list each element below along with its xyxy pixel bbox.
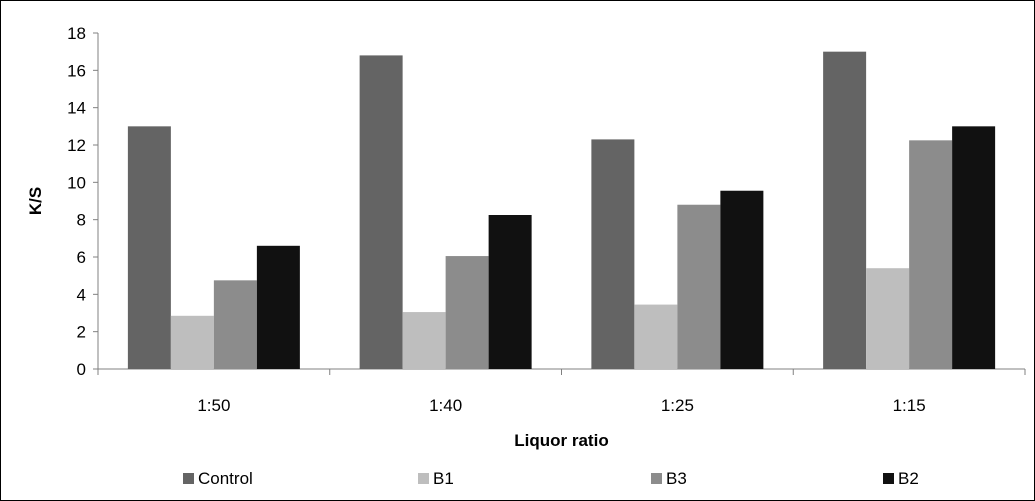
y-tick-label: 14 xyxy=(67,99,86,118)
legend-swatch xyxy=(883,473,894,484)
y-tick-label: 12 xyxy=(67,136,86,155)
bar-control-1-25 xyxy=(591,139,635,369)
bar-b2-1-15 xyxy=(952,126,996,369)
bar-b3-1-25 xyxy=(677,204,721,369)
y-tick-label: 8 xyxy=(77,211,86,230)
bar-b3-1-50 xyxy=(213,280,257,369)
x-tick-label: 1:40 xyxy=(429,396,462,415)
axes: 0 2 4 6 8 10 12 14 16 18 K/S 1:50 1:40 1:25 1:15 Liquor… xyxy=(26,24,1026,450)
bar-b3-1-40 xyxy=(445,256,489,369)
legend-swatch xyxy=(183,473,194,484)
legend-label: B3 xyxy=(666,469,687,488)
y-tick-label: 16 xyxy=(67,61,86,80)
y-tick-label: 2 xyxy=(77,323,86,342)
x-tick-label: 1:15 xyxy=(893,396,926,415)
y-tick-label: 4 xyxy=(77,285,86,304)
bar-b2-1-50 xyxy=(256,245,300,369)
x-axis-title: Liquor ratio xyxy=(514,431,608,450)
x-tick-label: 1:50 xyxy=(197,396,230,415)
bar-b1-1-50 xyxy=(170,315,214,369)
y-tick-label: 18 xyxy=(67,24,86,43)
bar-b2-1-40 xyxy=(488,215,532,369)
legend-label: Control xyxy=(198,469,253,488)
bar-control-1-15 xyxy=(823,51,867,370)
x-tick-label: 1:25 xyxy=(661,396,694,415)
y-tick-label: 6 xyxy=(77,248,86,267)
bar-control-1-50 xyxy=(127,126,171,369)
legend: Control B1 B3 B2 xyxy=(183,469,919,488)
bar-b1-1-15 xyxy=(866,268,910,369)
y-axis-title: K/S xyxy=(26,187,45,215)
bar-b2-1-25 xyxy=(720,190,764,369)
legend-swatch xyxy=(651,473,662,484)
y-tick-label: 0 xyxy=(77,360,86,379)
bar-control-1-40 xyxy=(359,55,403,370)
bars xyxy=(127,51,996,370)
bar-b3-1-15 xyxy=(909,140,953,369)
y-tick-label: 10 xyxy=(67,173,86,192)
legend-label: B1 xyxy=(433,469,454,488)
bar-b1-1-25 xyxy=(634,304,678,369)
bar-b1-1-40 xyxy=(402,312,446,369)
legend-label: B2 xyxy=(898,469,919,488)
legend-swatch xyxy=(418,473,429,484)
